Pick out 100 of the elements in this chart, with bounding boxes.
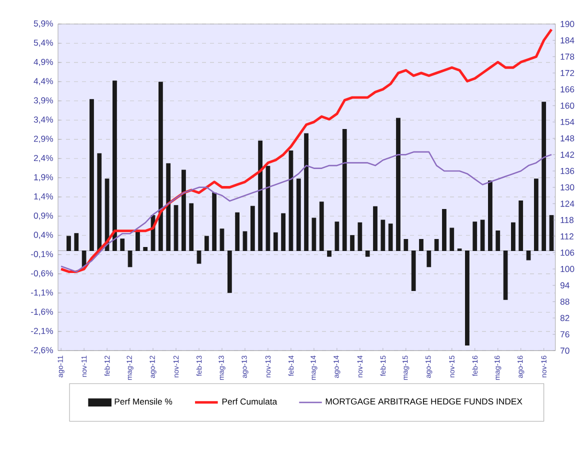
y2-tick-label: 184 bbox=[560, 37, 574, 44]
y-tick-label: -2,6% bbox=[31, 346, 53, 354]
y2-tick-label: 148 bbox=[560, 135, 574, 142]
bar bbox=[526, 250, 531, 260]
legend-label: Perf Cumulata bbox=[222, 398, 278, 404]
y-tick-label: 3,9% bbox=[34, 97, 53, 104]
bar bbox=[288, 150, 294, 251]
y-tick-label: 1,9% bbox=[34, 174, 53, 182]
bar bbox=[434, 238, 439, 251]
bar bbox=[204, 236, 209, 251]
bar bbox=[342, 128, 347, 251]
bar bbox=[358, 222, 362, 251]
bar bbox=[334, 221, 340, 251]
bar bbox=[136, 230, 140, 251]
y-tick-label: 3,4% bbox=[34, 116, 53, 124]
y2-tick-label: 124 bbox=[560, 200, 574, 207]
bar bbox=[549, 214, 554, 251]
bar bbox=[281, 213, 286, 251]
y-tick-label: 2,9% bbox=[34, 136, 53, 143]
bar bbox=[90, 98, 94, 251]
y2-tick-label: 112 bbox=[560, 233, 574, 240]
bar bbox=[488, 180, 492, 251]
y-tick-label: 5,9% bbox=[34, 20, 53, 28]
legend-label: MORTGAGE ARBITRAGE HEDGE FUNDS INDEX bbox=[326, 398, 522, 404]
bar bbox=[227, 250, 232, 293]
bar bbox=[120, 238, 125, 251]
y-tick-label: 0,4% bbox=[34, 232, 53, 239]
legend-label: Perf Mensile % bbox=[114, 398, 172, 404]
bar bbox=[442, 208, 446, 251]
y2-tick-label: 94 bbox=[560, 282, 570, 288]
bar bbox=[411, 250, 416, 291]
bar bbox=[365, 250, 370, 257]
y-tick-label: -0,1% bbox=[31, 250, 53, 258]
y2-tick-label: 178 bbox=[560, 53, 574, 60]
bar bbox=[503, 250, 508, 300]
bar bbox=[250, 206, 255, 251]
bar bbox=[472, 221, 478, 251]
bar bbox=[158, 82, 163, 251]
y2-tick-label: 190 bbox=[560, 20, 574, 27]
y-tick-label: -0,6% bbox=[31, 270, 53, 278]
bar bbox=[242, 231, 248, 251]
bar bbox=[296, 178, 301, 251]
bar bbox=[419, 238, 424, 251]
bar bbox=[534, 178, 538, 251]
bar bbox=[518, 200, 524, 251]
bar bbox=[426, 250, 432, 267]
bar bbox=[312, 218, 316, 251]
bar bbox=[388, 223, 393, 251]
bar bbox=[166, 163, 171, 251]
bar bbox=[196, 250, 202, 264]
bar bbox=[74, 233, 79, 251]
bar bbox=[174, 204, 178, 251]
bar bbox=[450, 228, 454, 251]
bar bbox=[104, 178, 110, 251]
y2-tick-label: 172 bbox=[560, 70, 574, 76]
y2-tick-label: 136 bbox=[560, 168, 574, 174]
y2-tick-label: 106 bbox=[560, 249, 574, 256]
bar bbox=[404, 238, 408, 251]
y2-tick-label: 142 bbox=[560, 151, 574, 158]
y-tick-label: 4,9% bbox=[34, 58, 53, 66]
bar bbox=[496, 230, 500, 251]
y2-tick-label: 100 bbox=[560, 266, 574, 272]
bar bbox=[327, 250, 332, 257]
y2-tick-label: 76 bbox=[560, 331, 570, 338]
y-tick-label: -2,1% bbox=[31, 328, 53, 335]
bar bbox=[112, 80, 117, 251]
bar bbox=[258, 140, 262, 251]
bar bbox=[465, 250, 470, 346]
y-tick-label: -1,6% bbox=[31, 308, 53, 316]
bar bbox=[480, 220, 485, 251]
bar bbox=[212, 192, 217, 251]
y-tick-label: 0,9% bbox=[34, 212, 53, 220]
bar bbox=[396, 118, 400, 251]
bar bbox=[304, 133, 308, 251]
bar bbox=[511, 222, 516, 251]
bar bbox=[350, 234, 354, 251]
bar bbox=[143, 246, 148, 251]
y-tick-label: 2,4% bbox=[34, 154, 53, 162]
y-tick-label: 4,4% bbox=[34, 78, 53, 86]
bar bbox=[189, 203, 194, 251]
y2-tick-label: 118 bbox=[560, 216, 574, 223]
bar bbox=[235, 212, 240, 251]
bar bbox=[373, 206, 378, 251]
bar bbox=[97, 153, 102, 251]
y2-tick-label: 166 bbox=[560, 86, 574, 92]
y2-tick-label: 70 bbox=[560, 347, 570, 354]
bar bbox=[380, 220, 386, 251]
bar bbox=[266, 166, 270, 251]
bar bbox=[128, 250, 132, 267]
bar bbox=[319, 202, 324, 251]
y-tick-label: 5,4% bbox=[34, 40, 53, 47]
y2-tick-label: 88 bbox=[560, 298, 570, 305]
bar bbox=[66, 236, 71, 251]
bar bbox=[273, 232, 278, 251]
y2-tick-label: 130 bbox=[560, 184, 574, 190]
bar bbox=[542, 102, 546, 251]
y2-tick-label: 160 bbox=[560, 102, 574, 109]
y2-tick-label: 154 bbox=[560, 118, 574, 125]
y2-tick-label: 82 bbox=[560, 314, 570, 321]
y-tick-label: -1,1% bbox=[31, 289, 53, 296]
